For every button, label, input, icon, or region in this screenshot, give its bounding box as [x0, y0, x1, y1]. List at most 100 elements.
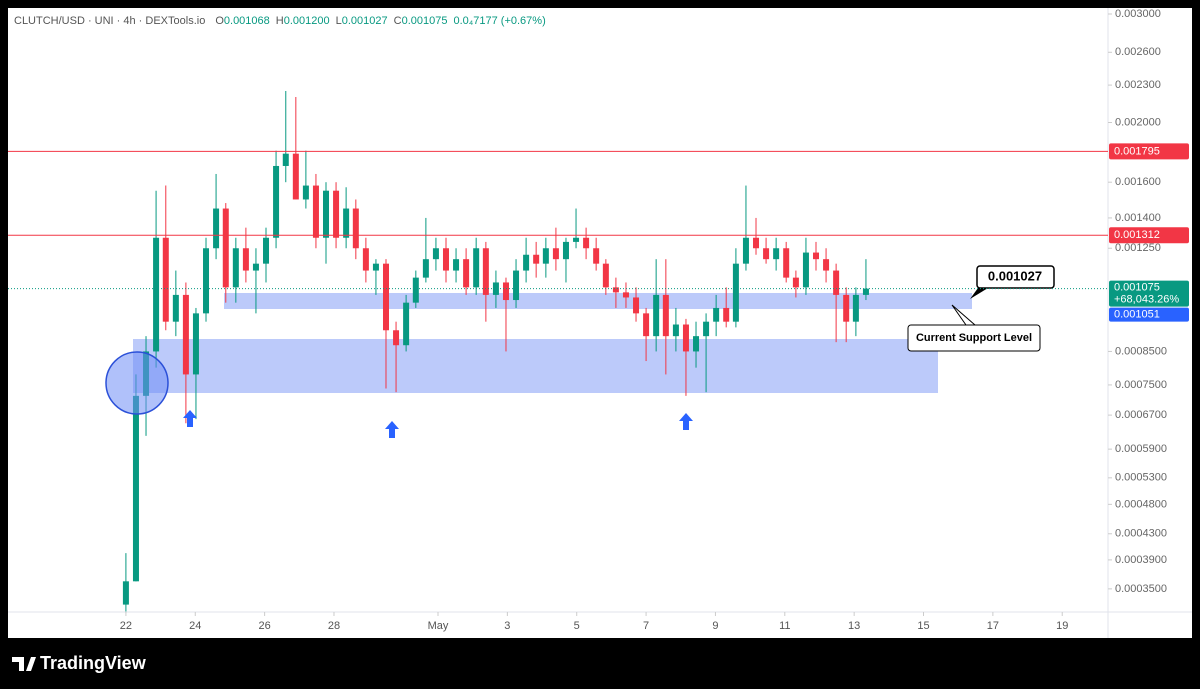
- candle-body: [662, 294, 669, 337]
- candle-body: [773, 248, 780, 260]
- candle-body: [852, 294, 859, 322]
- x-tick-label: 24: [189, 620, 201, 632]
- candle-body: [372, 263, 379, 271]
- x-tick-label: 22: [120, 620, 132, 632]
- candle-body: [502, 282, 509, 301]
- candle-body: [432, 248, 439, 260]
- highlight-circle: [105, 351, 169, 415]
- candle-body: [693, 336, 700, 352]
- candle-body: [393, 330, 400, 346]
- callout-box: [976, 265, 1055, 289]
- branding: TradingView: [12, 653, 147, 673]
- y-tick-label: 0.0004300: [1115, 528, 1167, 540]
- candle-body: [192, 313, 199, 375]
- y-tick-label: 0.003000: [1115, 8, 1161, 20]
- candle-body: [682, 324, 689, 352]
- x-tick-label: 9: [712, 620, 718, 632]
- y-tick-label: 0.0008500: [1115, 345, 1167, 357]
- y-tick-label: 0.002000: [1115, 116, 1161, 128]
- candle-body: [753, 237, 760, 249]
- candle-body: [412, 277, 419, 303]
- x-tick-label: 28: [328, 620, 340, 632]
- ohlc-value: 0.001068: [224, 15, 270, 27]
- candle-body: [252, 263, 259, 271]
- last-change: +68,043.26%: [1114, 294, 1179, 306]
- candle-body: [282, 153, 289, 166]
- candle-body: [672, 324, 679, 337]
- candle-body: [302, 185, 309, 200]
- candle-body: [352, 208, 359, 249]
- candle-body: [482, 248, 489, 295]
- candle-body: [382, 263, 389, 331]
- candle-body: [633, 297, 640, 314]
- note-box: [907, 324, 1041, 352]
- support-zone: [224, 293, 972, 309]
- y-tick-label: 0.0003500: [1115, 583, 1167, 595]
- chart-pane: [8, 8, 1192, 638]
- candle-body: [463, 259, 470, 288]
- candle-body: [823, 259, 830, 271]
- candle-body: [862, 288, 869, 295]
- candle-body: [542, 248, 549, 264]
- ohlc-label: O: [215, 15, 224, 27]
- y-tick-label: 0.0006700: [1115, 409, 1167, 421]
- candle-body: [833, 270, 840, 295]
- logo-mark: [12, 657, 36, 671]
- candle-body: [602, 263, 609, 288]
- ohlc-label: C: [394, 15, 402, 27]
- level-label-box: [1109, 227, 1189, 244]
- y-tick-label: 0.001600: [1115, 176, 1161, 188]
- candle-body: [562, 241, 569, 260]
- candle-body: [153, 237, 160, 352]
- candle-body: [622, 292, 629, 298]
- x-tick-label: 7: [643, 620, 649, 632]
- y-tick-label: 0.0004800: [1115, 498, 1167, 510]
- candle-body: [802, 252, 809, 288]
- arrow: [385, 421, 399, 438]
- candle-body: [813, 252, 820, 260]
- logo-text: TradingView: [40, 653, 147, 673]
- ohlc-label: H: [276, 15, 284, 27]
- candle-body: [292, 153, 299, 200]
- candle-body: [783, 248, 790, 278]
- ohlc-value: 0.001200: [284, 15, 330, 27]
- candle-body: [333, 190, 340, 238]
- candle-body: [162, 237, 169, 322]
- candle-body: [312, 185, 319, 238]
- candle-body: [763, 248, 770, 260]
- y-tick-label: 0.002300: [1115, 79, 1161, 91]
- candle-body: [203, 248, 210, 314]
- arrow: [183, 410, 197, 427]
- x-tick-label: 26: [258, 620, 270, 632]
- x-tick-label: May: [428, 620, 449, 632]
- candle-body: [713, 307, 720, 322]
- candle-body: [132, 395, 139, 582]
- x-tick-label: 3: [504, 620, 510, 632]
- candle-body: [403, 302, 410, 346]
- support-zone: [133, 339, 938, 393]
- y-tick-label: 0.0005300: [1115, 472, 1167, 484]
- candle-body: [442, 248, 449, 271]
- y-tick-label: 0.001250: [1115, 242, 1161, 254]
- candle-body: [723, 307, 730, 322]
- candle-body: [213, 208, 220, 249]
- candle-body: [122, 581, 129, 605]
- y-tick-label: 0.0005900: [1115, 443, 1167, 455]
- candle-body: [263, 237, 270, 264]
- candle-body: [523, 254, 530, 271]
- y-tick-label: 0.0003900: [1115, 554, 1167, 566]
- y-tick-label: 0.002600: [1115, 46, 1161, 58]
- last-price-box: [1109, 280, 1189, 307]
- x-tick-label: 17: [987, 620, 999, 632]
- candle-body: [453, 259, 460, 271]
- change: 0.0₄7177 (+0.67%): [453, 15, 545, 27]
- candle-body: [732, 263, 739, 322]
- level-label-box: [1109, 143, 1189, 160]
- candle-body: [513, 270, 520, 301]
- x-tick-label: 11: [779, 620, 790, 632]
- candle-body: [552, 248, 559, 260]
- level-label: 0.001312: [1114, 229, 1160, 241]
- ohlc-value: 0.001075: [402, 15, 448, 27]
- candle-body: [172, 294, 179, 322]
